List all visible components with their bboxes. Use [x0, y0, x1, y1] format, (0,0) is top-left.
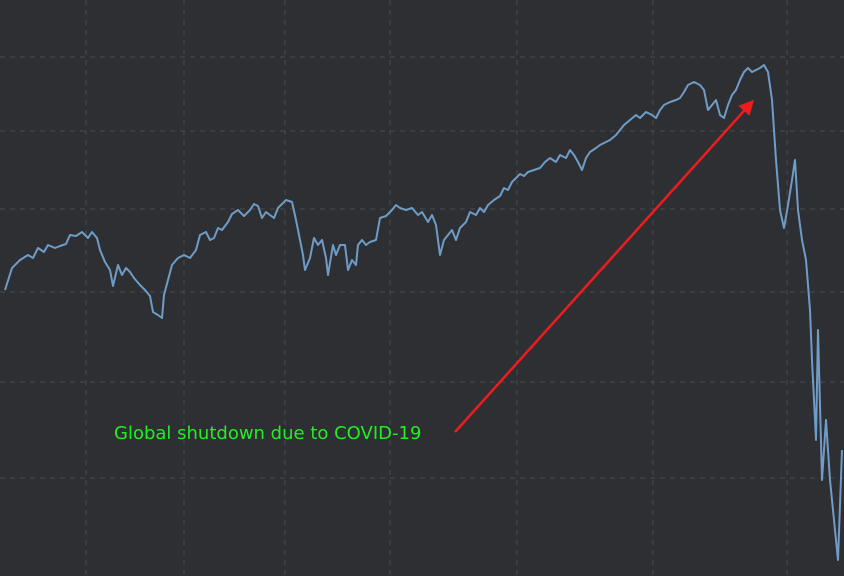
plot	[4, 64, 843, 561]
annotation: Global shutdown due to COVID-19	[114, 423, 421, 444]
annotation-arrow	[454, 99, 755, 433]
price-line	[4, 64, 843, 561]
